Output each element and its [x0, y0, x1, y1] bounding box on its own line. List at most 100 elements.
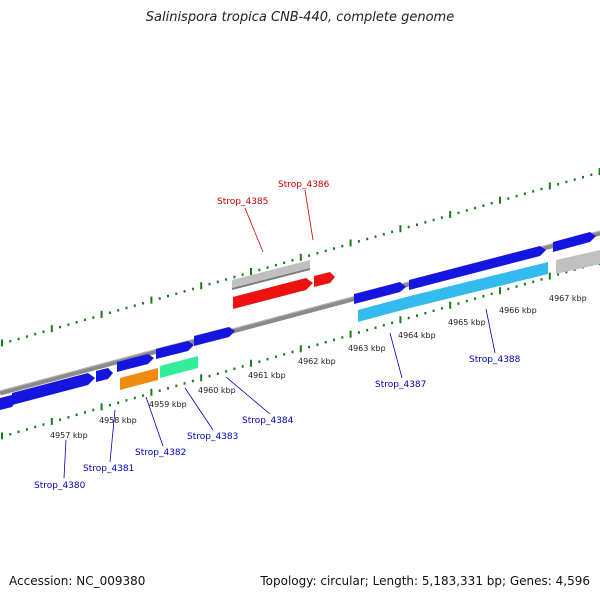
- inner-ring-minor-tick: [167, 387, 169, 390]
- inner-ring-minor-tick: [357, 331, 360, 334]
- leader-strop-4380: [63, 439, 67, 479]
- outer-ring-minor-tick: [457, 211, 460, 215]
- tick-label-4965: 4965 kbp: [448, 318, 486, 327]
- outer-ring-minor-tick: [432, 218, 435, 222]
- outer-ring-minor-tick: [191, 287, 194, 291]
- outer-ring-minor-tick: [573, 178, 576, 181]
- inner-ring-minor-tick: [482, 295, 485, 298]
- tick-label-4963: 4963 kbp: [348, 344, 386, 353]
- gene-forward-3[interactable]: [96, 368, 113, 382]
- inner-ring-major-tick: [349, 330, 352, 338]
- outer-ring-minor-tick: [374, 235, 377, 238]
- inner-ring-minor-tick: [117, 401, 120, 404]
- outer-ring-minor-tick: [482, 204, 485, 207]
- gene-label-strop-4384[interactable]: Strop_4384: [242, 416, 294, 426]
- tick-label-4962: 4962 kbp: [298, 357, 336, 366]
- inner-tick-ring: [1, 258, 600, 440]
- inner-ring-minor-tick: [266, 357, 269, 361]
- leader-strop-4382: [145, 396, 164, 447]
- gene-strop-4383[interactable]: [160, 356, 198, 378]
- outer-ring-minor-tick: [316, 252, 319, 255]
- gene-label-strop-4386[interactable]: Strop_4386: [278, 180, 330, 190]
- gene-strop-4387[interactable]: [358, 296, 410, 322]
- outer-ring-minor-tick: [515, 194, 518, 198]
- leader-strop-4381: [109, 409, 116, 463]
- gene-forward-7[interactable]: [354, 282, 406, 304]
- inner-ring-minor-tick: [17, 430, 20, 434]
- outer-ring-major-tick: [200, 282, 203, 290]
- inner-ring-minor-tick: [532, 280, 535, 283]
- gene-forward-2[interactable]: [12, 373, 95, 405]
- inner-ring-minor-tick: [183, 382, 186, 385]
- outer-ring-minor-tick: [167, 294, 169, 298]
- tick-label-4967: 4967 kbp: [549, 294, 587, 303]
- outer-ring-minor-tick: [108, 311, 111, 314]
- outer-ring-minor-tick: [34, 332, 37, 336]
- gene-label-strop-4388[interactable]: Strop_4388: [469, 355, 521, 365]
- gene-forward-4[interactable]: [117, 354, 154, 372]
- inner-ring-minor-tick: [565, 270, 568, 274]
- outer-ring-minor-tick: [582, 175, 584, 179]
- inner-ring-minor-tick: [490, 292, 493, 296]
- gray-feature-strop-4385: [232, 260, 310, 288]
- inner-ring-minor-tick: [540, 278, 543, 281]
- outer-ring-minor-tick: [208, 282, 211, 286]
- gene-label-strop-4387[interactable]: Strop_4387: [375, 380, 426, 390]
- leader-strop-4383: [184, 387, 214, 431]
- inner-ring-minor-tick: [374, 326, 377, 329]
- gene-label-strop-4381[interactable]: Strop_4381: [83, 464, 134, 474]
- outer-ring-major-tick: [548, 182, 551, 190]
- gene-strop-4388[interactable]: [410, 262, 548, 308]
- outer-ring-minor-tick: [9, 340, 12, 343]
- inner-ring-major-tick: [399, 316, 402, 324]
- outer-ring-major-tick: [449, 210, 452, 218]
- outer-ring-minor-tick: [308, 254, 311, 257]
- inner-ring-major-tick: [548, 272, 551, 280]
- inner-ring-major-tick: [250, 359, 252, 367]
- gene-forward-5[interactable]: [156, 341, 194, 359]
- inner-ring-minor-tick: [432, 309, 435, 312]
- gene-label-strop-4385[interactable]: Strop_4385: [217, 197, 268, 207]
- outer-ring-minor-tick: [125, 306, 128, 310]
- inner-ring-major-tick: [150, 388, 153, 396]
- outer-ring-minor-tick: [440, 216, 443, 219]
- inner-ring-minor-tick: [474, 297, 477, 300]
- tick-label-4959: 4959 kbp: [149, 400, 187, 409]
- gene-label-strop-4382[interactable]: Strop_4382: [135, 448, 186, 458]
- inner-ring-minor-tick: [84, 411, 86, 414]
- inner-ring-minor-tick: [125, 399, 128, 402]
- gene-forward-8[interactable]: [409, 246, 546, 290]
- outer-ring-minor-tick: [42, 330, 45, 333]
- outer-tick-ring: [1, 168, 600, 347]
- inner-ring-minor-tick: [391, 321, 394, 325]
- outer-ring-major-tick: [299, 253, 302, 261]
- inner-ring-minor-tick: [507, 287, 510, 291]
- inner-ring-minor-tick: [158, 389, 161, 392]
- accession-text: Accession: NC_009380: [9, 574, 146, 588]
- gray-feature-strop-4385-shade: [232, 268, 310, 290]
- gene-strop-4382[interactable]: [120, 368, 158, 390]
- inner-ring-minor-tick: [75, 413, 78, 417]
- gene-strop-4386[interactable]: [314, 272, 335, 287]
- outer-ring-minor-tick: [17, 337, 20, 341]
- outer-ring-minor-tick: [25, 335, 28, 338]
- tick-label-4957: 4957 kbp: [50, 431, 88, 440]
- outer-ring-minor-tick: [357, 240, 360, 243]
- outer-ring-major-tick: [50, 325, 53, 333]
- outer-ring-minor-tick: [324, 249, 327, 253]
- outer-ring-major-tick: [598, 168, 600, 176]
- gene-forward-6[interactable]: [194, 327, 235, 346]
- outer-ring-minor-tick: [158, 297, 161, 300]
- outer-ring-minor-tick: [407, 225, 410, 229]
- gene-label-strop-4380[interactable]: Strop_4380: [34, 481, 86, 491]
- gene-forward-9[interactable]: [553, 232, 596, 252]
- gene-label-strop-4383[interactable]: Strop_4383: [187, 432, 238, 442]
- tick-label-4961: 4961 kbp: [248, 371, 286, 380]
- leader-strop-4387: [389, 332, 403, 379]
- leader-strop-4386: [304, 189, 314, 241]
- inner-ring-minor-tick: [416, 314, 418, 317]
- gene-strop-4385[interactable]: [233, 278, 313, 309]
- outer-ring-minor-tick: [382, 233, 385, 236]
- inner-ring-minor-tick: [274, 355, 277, 358]
